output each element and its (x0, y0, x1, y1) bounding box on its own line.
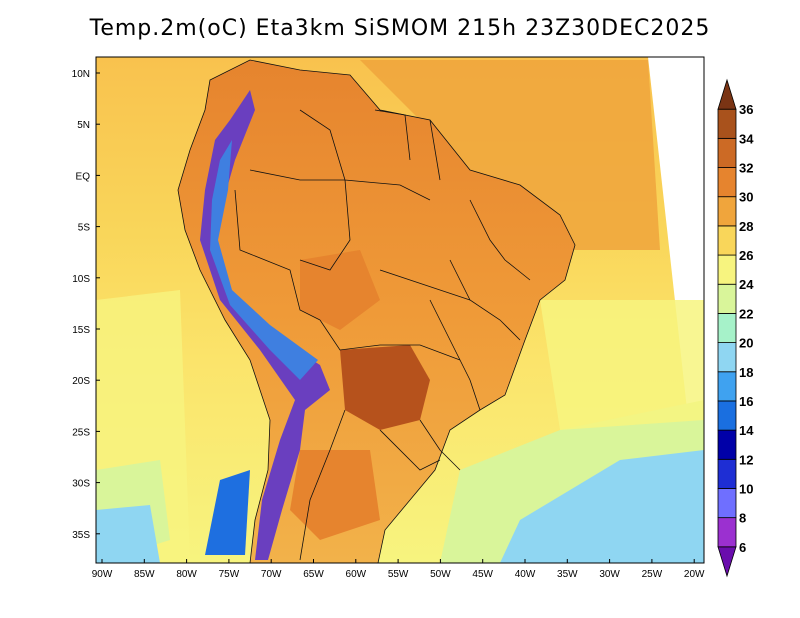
latitude-axis: 10N 5N EQ 5S 10S 15S 20S 25S 30S 35S (72, 69, 100, 541)
colorbar-segment (717, 517, 737, 548)
lon-label: 30W (599, 569, 620, 580)
colorbar-segment (717, 283, 737, 314)
colorbar-segment (717, 400, 737, 431)
colorbar-label: 6 (739, 540, 746, 555)
lat-label: EQ (76, 171, 91, 182)
country-borders (234, 109, 531, 561)
colorbar-segment (717, 546, 737, 578)
lon-label: 70W (261, 569, 282, 580)
colorbar-label: 22 (739, 306, 753, 321)
colorbar-segment (717, 488, 737, 519)
lon-label: 60W (346, 569, 367, 580)
colorbar-label: 10 (739, 481, 753, 496)
lon-label: 45W (472, 569, 493, 580)
colorbar-label: 18 (739, 365, 753, 380)
colorbar-label: 28 (739, 219, 753, 234)
lon-label: 20W (684, 569, 705, 580)
lon-label: 25W (642, 569, 663, 580)
colorbar-label: 30 (739, 190, 753, 205)
lat-label: 20S (72, 376, 90, 387)
lon-label: 75W (219, 569, 240, 580)
colorbar-label: 8 (739, 511, 746, 526)
colorbar-segment (717, 371, 737, 402)
colorbar-segment (717, 429, 737, 460)
lon-label: 90W (92, 569, 113, 580)
lat-label: 25S (72, 427, 90, 438)
colorbar-segment (717, 254, 737, 285)
lon-label: 65W (303, 569, 324, 580)
colorbar-label: 16 (739, 394, 753, 409)
colorbar-label: 14 (739, 423, 754, 438)
colorbar-segment (717, 78, 737, 110)
lon-label: 80W (176, 569, 197, 580)
colorbar-label: 32 (739, 161, 753, 176)
lat-label: 35S (72, 530, 90, 541)
colorbar-label: 34 (739, 131, 754, 146)
lat-label: 5N (77, 120, 90, 131)
lat-label: 5S (78, 223, 91, 234)
lon-label: 85W (134, 569, 155, 580)
colorbar-segment (717, 313, 737, 343)
colorbar-label: 12 (739, 452, 753, 467)
lon-label: 35W (557, 569, 578, 580)
lat-label: 30S (72, 479, 90, 490)
colorbar-segment (717, 342, 737, 373)
colorbar-segment (717, 167, 737, 198)
longitude-axis: 90W 85W 80W 75W 70W 65W 60W 55W 50W 45W 40W 35W 30W 2… (92, 559, 705, 580)
lat-label: 15S (72, 325, 90, 336)
map-frame (95, 56, 705, 564)
colorbar-segment (717, 108, 737, 139)
lon-label: 40W (515, 569, 536, 580)
colorbar-segment (717, 458, 737, 489)
south-america-land (177, 59, 576, 563)
hot-core (340, 345, 430, 430)
colorbar: 6 8 10 12 14 16 18 20 22 24 26 28 30 32 34 36 (717, 78, 754, 578)
andes-cordillera (200, 90, 330, 560)
map-title: Temp.2m(oC) Eta3km SiSMOM 215h 23Z30DEC2… (89, 16, 711, 41)
colorbar-label: 20 (739, 336, 753, 351)
lon-label: 50W (430, 569, 451, 580)
lat-label: 10N (72, 69, 90, 80)
colorbar-segment (717, 137, 737, 168)
map-domain (96, 57, 704, 563)
colorbar-segment (717, 225, 737, 256)
colorbar-label: 24 (739, 277, 754, 292)
colorbar-segment (717, 196, 737, 227)
lat-label: 10S (72, 274, 90, 285)
colorbar-label: 36 (739, 102, 753, 117)
colorbar-label: 26 (739, 248, 753, 263)
lon-label: 55W (388, 569, 409, 580)
